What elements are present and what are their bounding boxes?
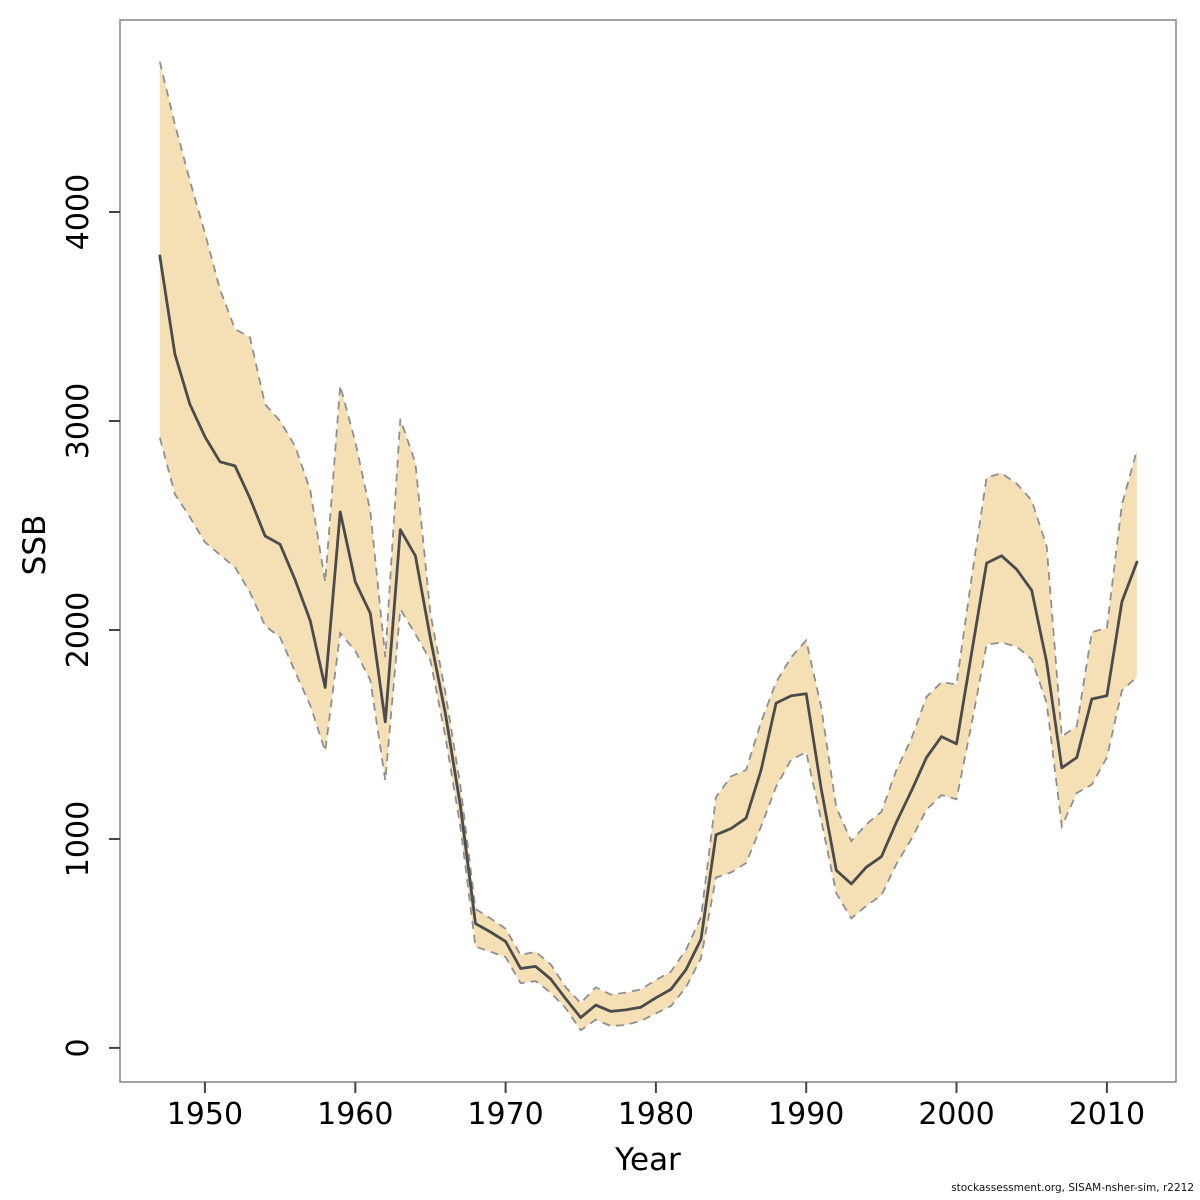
y-axis-title: SSB bbox=[17, 515, 53, 576]
plot-box bbox=[119, 19, 1177, 1083]
band-upper-edge bbox=[158, 61, 1138, 1005]
x-tick-label: 1950 bbox=[167, 1097, 243, 1132]
ssb-line bbox=[158, 254, 1139, 1019]
confidence-band bbox=[159, 61, 1137, 1031]
x-tick-label: 2000 bbox=[918, 1097, 994, 1132]
attribution-text: stockassessment.org, SISAM-nsher-sim, r2… bbox=[951, 1182, 1194, 1194]
x-axis: 1950 1960 1970 1980 1990 2000 2010 bbox=[167, 1082, 1145, 1132]
x-tick-label: 1960 bbox=[317, 1097, 393, 1132]
y-tick-label: 3000 bbox=[61, 383, 96, 459]
x-tick-label: 1980 bbox=[618, 1097, 694, 1132]
y-tick-label: 4000 bbox=[61, 174, 96, 250]
x-tick-label: 1990 bbox=[768, 1097, 844, 1132]
x-tick-label: 1970 bbox=[467, 1097, 543, 1132]
x-tick-label: 2010 bbox=[1069, 1097, 1145, 1132]
band-lower-edge bbox=[158, 437, 1138, 1032]
y-tick-label: 1000 bbox=[61, 801, 96, 877]
x-axis-title: Year bbox=[614, 1142, 681, 1178]
y-tick-label: 0 bbox=[61, 1038, 96, 1057]
y-tick-label: 2000 bbox=[61, 592, 96, 668]
y-axis: 0 1000 2000 3000 4000 bbox=[61, 174, 120, 1057]
